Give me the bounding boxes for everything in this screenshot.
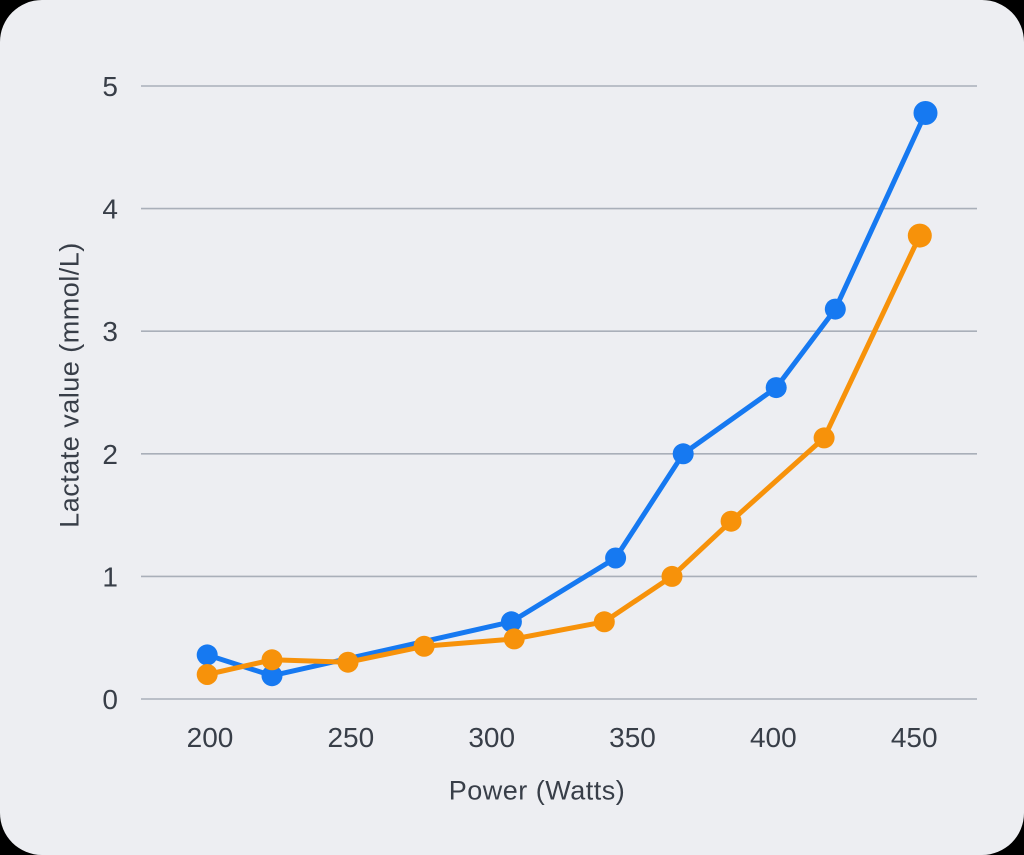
y-tick-label: 2 [102, 439, 118, 470]
x-tick-label: 400 [750, 722, 797, 753]
orange-series-point [413, 635, 435, 657]
orange-series-line [204, 233, 923, 677]
orange-series-point [261, 649, 283, 671]
y-tick-label: 4 [102, 194, 118, 225]
y-tick-label: 3 [102, 316, 118, 347]
blue-series-point [765, 377, 787, 399]
y-tick-label: 5 [102, 71, 118, 102]
blue-series-point [913, 101, 938, 125]
x-tick-label: 300 [468, 722, 515, 753]
y-tick-label: 0 [102, 684, 118, 715]
x-tick-label: 450 [891, 722, 938, 753]
orange-series-point [503, 628, 525, 650]
blue-series-point [824, 298, 846, 320]
blue-series-point [500, 611, 522, 633]
x-tick-label: 350 [609, 722, 656, 753]
orange-series-point [661, 565, 683, 587]
x-axis-title: Power (Watts) [448, 775, 626, 806]
orange-series-point [196, 664, 218, 685]
blue-series-line [204, 110, 928, 679]
blue-series-point [672, 443, 694, 465]
orange-series-point [593, 611, 615, 633]
orange-series-point [337, 651, 359, 673]
orange-series-point [907, 223, 932, 248]
x-tick-label: 250 [327, 722, 374, 753]
y-axis-title: Lactate value (mmol/L) [54, 242, 85, 528]
y-tick-label: 1 [102, 561, 118, 592]
orange-series-point [720, 510, 742, 532]
blue-series-point [196, 644, 218, 666]
blue-series-point [605, 547, 627, 569]
orange-series-point [813, 427, 835, 449]
x-tick-label: 200 [187, 722, 234, 753]
blue-series-point [261, 665, 283, 687]
